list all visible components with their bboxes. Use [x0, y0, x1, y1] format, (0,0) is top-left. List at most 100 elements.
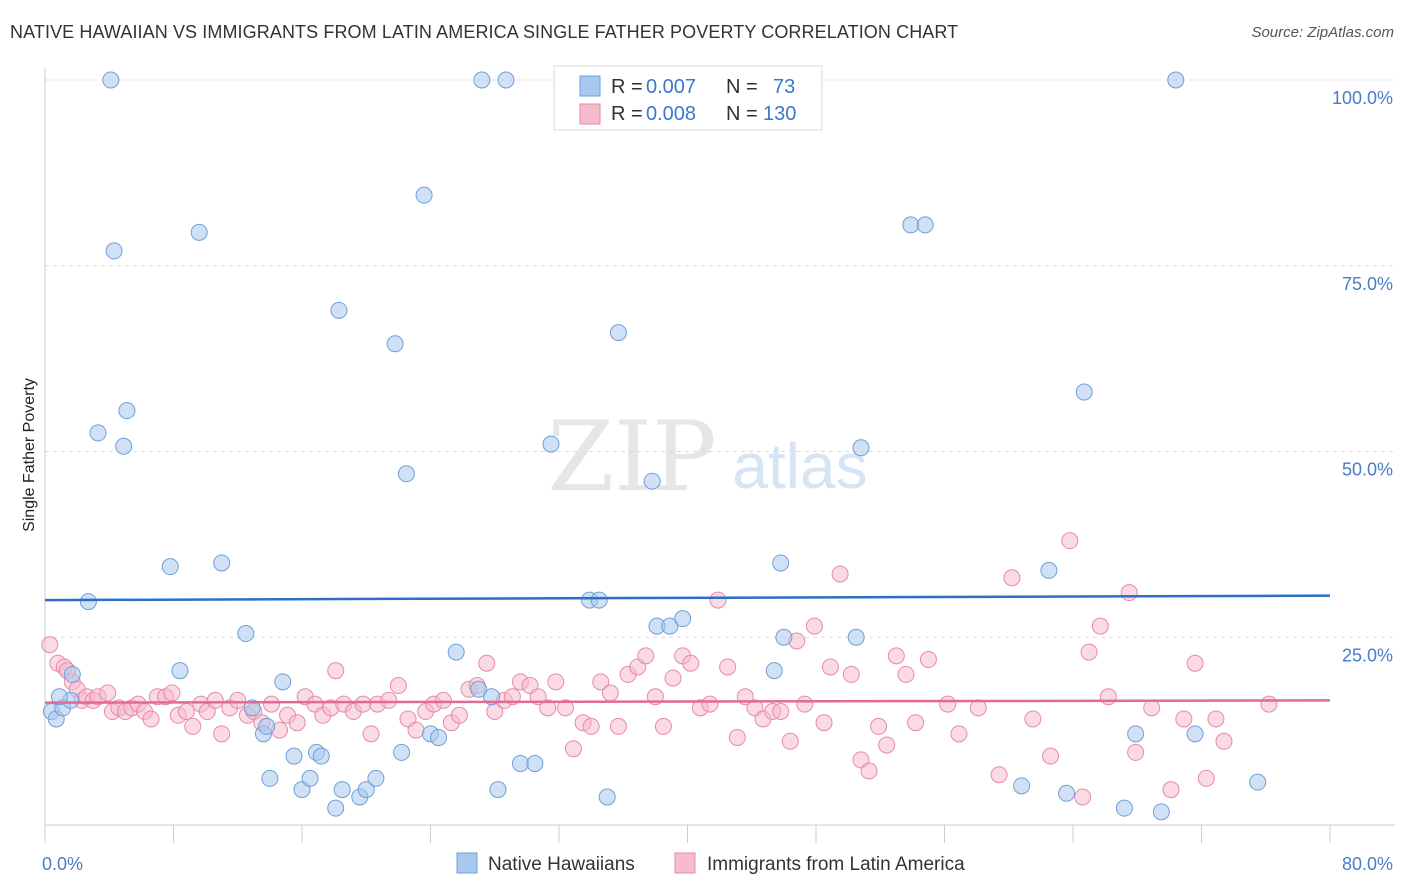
latin-america-point — [601, 684, 619, 702]
latin-america-point — [206, 691, 224, 709]
latin-america-point — [609, 717, 627, 735]
y-tick-label: 75.0% — [1342, 274, 1393, 294]
latin-america-point — [229, 691, 247, 709]
native-hawaiian-point — [237, 625, 255, 643]
native-hawaiian-point — [1186, 725, 1204, 743]
latin-america-point — [1143, 699, 1161, 717]
native-hawaiian-point — [312, 747, 330, 765]
latin-america-point — [701, 695, 719, 713]
series-swatch-native-hawaiians — [456, 852, 478, 874]
native-hawaiian-point — [393, 743, 411, 761]
latin-america-point — [637, 647, 655, 665]
legend-r-value-2: 0.008 — [646, 103, 696, 125]
native-hawaiian-point — [1013, 777, 1031, 795]
latin-america-point — [163, 684, 181, 702]
latin-america-point — [1003, 569, 1021, 587]
latin-america-point — [728, 729, 746, 747]
latin-america-point — [1215, 732, 1233, 750]
native-hawaiian-point — [258, 717, 276, 735]
latin-america-points — [41, 532, 1278, 806]
native-hawaiian-points — [42, 71, 1267, 821]
latin-america-point — [478, 654, 496, 672]
legend-r-label-1: R = — [611, 76, 643, 98]
latin-america-point — [1186, 654, 1204, 672]
latin-america-point — [262, 695, 280, 713]
latin-america-point — [1260, 695, 1278, 713]
legend-swatch-blue — [579, 75, 601, 97]
native-hawaiian-point — [542, 435, 560, 453]
native-hawaiian-point — [430, 729, 448, 747]
latin-america-point — [1197, 769, 1215, 787]
native-hawaiian-point — [1115, 799, 1133, 817]
latin-america-point — [582, 717, 600, 735]
legend-n-value-1: 73 — [773, 76, 795, 98]
latin-america-point — [1175, 710, 1193, 728]
latin-america-point — [907, 714, 925, 732]
latin-america-point — [682, 654, 700, 672]
latin-america-point — [354, 695, 372, 713]
native-hawaiian-point — [171, 662, 189, 680]
watermark: ZIP atlas — [547, 401, 867, 513]
native-hawaiian-point — [274, 673, 292, 691]
latin-america-point — [772, 703, 790, 721]
latin-america-point — [950, 725, 968, 743]
native-hawaiian-point — [473, 71, 491, 89]
latin-america-point — [1080, 643, 1098, 661]
native-hawaiian-point — [1075, 383, 1093, 401]
latin-america-point — [781, 732, 799, 750]
native-hawaiian-point — [674, 610, 692, 628]
latin-america-point — [1099, 688, 1117, 706]
trend-lines — [44, 594, 1331, 704]
native-hawaiian-point — [1127, 725, 1145, 743]
native-hawaiian-point — [852, 439, 870, 457]
latin-america-point — [831, 565, 849, 583]
latin-america-point — [184, 717, 202, 735]
native-hawaiian-point — [497, 71, 515, 89]
native-hawaiian-point — [1249, 773, 1267, 791]
latin-america-point — [592, 673, 610, 691]
latin-america-trend-line — [44, 699, 1331, 704]
latin-america-point — [288, 714, 306, 732]
latin-america-point — [547, 673, 565, 691]
native-hawaiian-point — [243, 699, 261, 717]
source-label: Source: ZipAtlas.com — [1251, 24, 1394, 41]
native-hawaiian-trend-line — [44, 594, 1331, 602]
legend-n-value-2: 130 — [763, 103, 796, 125]
watermark-zip: ZIP — [547, 401, 716, 513]
native-hawaiian-point — [105, 242, 123, 260]
x-tick-labels: 0.0% 80.0% — [42, 854, 1393, 874]
latin-america-point — [1042, 747, 1060, 765]
latin-america-point — [719, 658, 737, 676]
x-tick-label-min: 0.0% — [42, 854, 83, 874]
latin-america-point — [878, 736, 896, 754]
latin-america-point — [796, 695, 814, 713]
series-label-native-hawaiians: Native Hawaiians — [488, 854, 635, 875]
native-hawaiian-point — [285, 747, 303, 765]
y-tick-labels: 25.0% 50.0% 75.0% 100.0% — [1332, 88, 1393, 665]
y-tick-label: 25.0% — [1342, 645, 1393, 665]
latin-america-point — [821, 658, 839, 676]
latin-america-point — [1091, 617, 1109, 635]
native-hawaiian-point — [902, 216, 920, 234]
latin-america-point — [1162, 781, 1180, 799]
series-label-latin-america: Immigrants from Latin America — [707, 854, 965, 875]
native-hawaiian-point — [609, 324, 627, 342]
latin-america-point — [539, 699, 557, 717]
native-hawaiian-point — [643, 472, 661, 490]
latin-america-point — [860, 762, 878, 780]
native-hawaiian-point — [526, 755, 544, 773]
native-hawaiian-point — [333, 781, 351, 799]
native-hawaiian-point — [598, 788, 616, 806]
latin-america-point — [142, 710, 160, 728]
chart-title: NATIVE HAWAIIAN VS IMMIGRANTS FROM LATIN… — [10, 22, 959, 42]
native-hawaiian-point — [367, 769, 385, 787]
native-hawaiian-point — [161, 558, 179, 576]
native-hawaiian-point — [470, 680, 488, 698]
latin-america-point — [1120, 584, 1138, 602]
native-hawaiian-point — [489, 781, 507, 799]
native-hawaiian-point — [190, 223, 208, 241]
native-hawaiian-point — [661, 617, 679, 635]
latin-america-point — [41, 636, 59, 654]
latin-america-point — [450, 706, 468, 724]
